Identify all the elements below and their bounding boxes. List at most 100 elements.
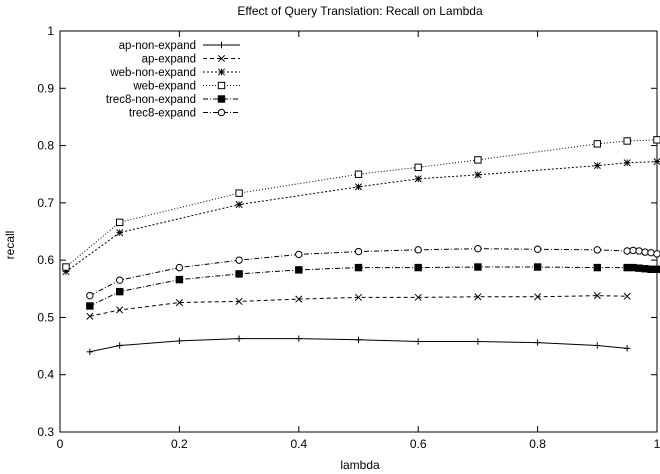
legend-entry-web-expand: web-expand: [132, 81, 240, 93]
data-point-plus: [534, 339, 541, 346]
data-point-star: [653, 158, 660, 166]
data-point-filled-square: [414, 263, 422, 272]
data-point-circle: [86, 291, 94, 300]
data-point-square: [593, 140, 601, 148]
data-point-circle: [414, 246, 422, 254]
data-point-star: [414, 175, 422, 183]
data-point-star: [116, 229, 124, 237]
data-point-cross: [354, 293, 363, 301]
series-layer: [62, 136, 660, 355]
series-line-web-expand: [65, 139, 658, 268]
data-point-filled-square: [474, 263, 482, 271]
data-point-cross: [86, 312, 94, 320]
data-point-circle: [635, 247, 643, 255]
data-point-cross: [235, 297, 243, 305]
marker-stroke: [653, 158, 660, 166]
x-tick-label: 0.6: [410, 437, 427, 451]
marker-stroke: [217, 54, 226, 63]
y-tick-label: 0.4: [37, 368, 54, 382]
y-axis-label: recall: [3, 231, 17, 260]
marker-stroke: [414, 175, 422, 183]
y-tick-label: 0.8: [37, 139, 54, 153]
data-point-cross: [534, 293, 542, 301]
legend-label: ap-expand: [142, 54, 196, 66]
marker-stroke: [623, 159, 631, 167]
data-point-filled-square: [629, 263, 637, 272]
data-point-plus: [116, 342, 123, 349]
series-trec8-non-expand: [86, 263, 660, 310]
x-axis-ticks: 0 0.2 0.4 0.6 0.8 1: [57, 31, 660, 451]
data-point-square: [354, 170, 363, 178]
data-point-star: [217, 68, 226, 76]
data-point-circle: [295, 250, 303, 259]
series-ap-expand: [86, 292, 631, 320]
data-point-filled-square: [86, 302, 94, 310]
x-tick-label: 0.8: [529, 437, 546, 451]
data-point-plus: [235, 335, 243, 342]
legend-entry-web-non-expand: web-non-expand: [109, 67, 240, 79]
data-point-filled-square: [533, 263, 542, 271]
y-tick-label: 0.9: [37, 81, 54, 95]
legend-label: trec8-non-expand: [106, 94, 196, 106]
data-point-circle: [647, 248, 655, 257]
x-tick-label: 0: [57, 437, 64, 451]
data-point-circle: [629, 246, 637, 255]
data-point-circle: [474, 244, 482, 253]
legend-entry-trec8-non-expand: trec8-non-expand: [106, 94, 240, 106]
marker-stroke: [116, 306, 124, 314]
data-point-filled-square: [354, 263, 363, 272]
x-axis-label: lambda: [340, 458, 380, 472]
marker-stroke: [235, 297, 243, 305]
data-point-filled-square: [653, 265, 660, 274]
data-point-star: [474, 171, 482, 179]
marker-stroke: [217, 68, 226, 76]
data-point-plus: [474, 338, 482, 345]
data-point-plus: [86, 348, 94, 355]
data-point-square: [414, 163, 422, 172]
data-point-plus: [594, 342, 601, 349]
series-web-expand: [62, 136, 660, 271]
data-point-cross: [623, 292, 631, 300]
data-point-square: [217, 81, 226, 90]
marker-stroke: [593, 292, 601, 300]
legend-label: web-expand: [132, 81, 196, 93]
marker-stroke: [235, 201, 243, 209]
legend-label: trec8-expand: [129, 108, 196, 120]
data-point-circle: [623, 247, 631, 255]
y-tick-label: 0.7: [37, 196, 54, 210]
x-tick-label: 0.2: [171, 437, 188, 451]
marker-stroke: [175, 298, 183, 307]
data-point-cross: [116, 306, 124, 314]
data-point-square: [653, 136, 660, 144]
data-point-filled-square: [641, 265, 649, 273]
legend-entry-ap-non-expand: ap-non-expand: [119, 40, 240, 52]
data-point-filled-square: [593, 263, 601, 272]
data-point-filled-square: [116, 287, 124, 296]
data-point-star: [235, 201, 243, 209]
legend-label: ap-non-expand: [119, 40, 196, 52]
legend-label: web-non-expand: [109, 67, 196, 79]
data-point-square: [235, 189, 243, 197]
data-point-plus: [415, 338, 422, 345]
marker-stroke: [354, 293, 363, 301]
data-point-circle: [641, 248, 649, 256]
x-tick-label: 0.4: [290, 437, 307, 451]
data-point-circle: [217, 108, 226, 117]
data-point-plus: [176, 337, 183, 345]
legend-entry-ap-expand: ap-expand: [142, 54, 240, 66]
data-point-circle: [175, 263, 184, 272]
data-point-circle: [653, 250, 660, 258]
y-axis-ticks: 0.3 0.4 0.5 0.6 0.7 0.8 0.9 1: [37, 24, 657, 439]
chart-title: Effect of Query Translation: Recall on L…: [237, 4, 483, 18]
data-point-square: [623, 137, 631, 145]
series-line-ap-expand: [89, 295, 628, 317]
data-point-cross: [414, 293, 422, 301]
data-point-star: [623, 159, 631, 167]
plot-frame: [59, 30, 658, 433]
data-point-cross: [295, 295, 303, 303]
series-line-trec8-non-expand: [89, 266, 657, 307]
series-ap-non-expand: [86, 335, 631, 355]
y-tick-label: 0.3: [37, 425, 54, 439]
